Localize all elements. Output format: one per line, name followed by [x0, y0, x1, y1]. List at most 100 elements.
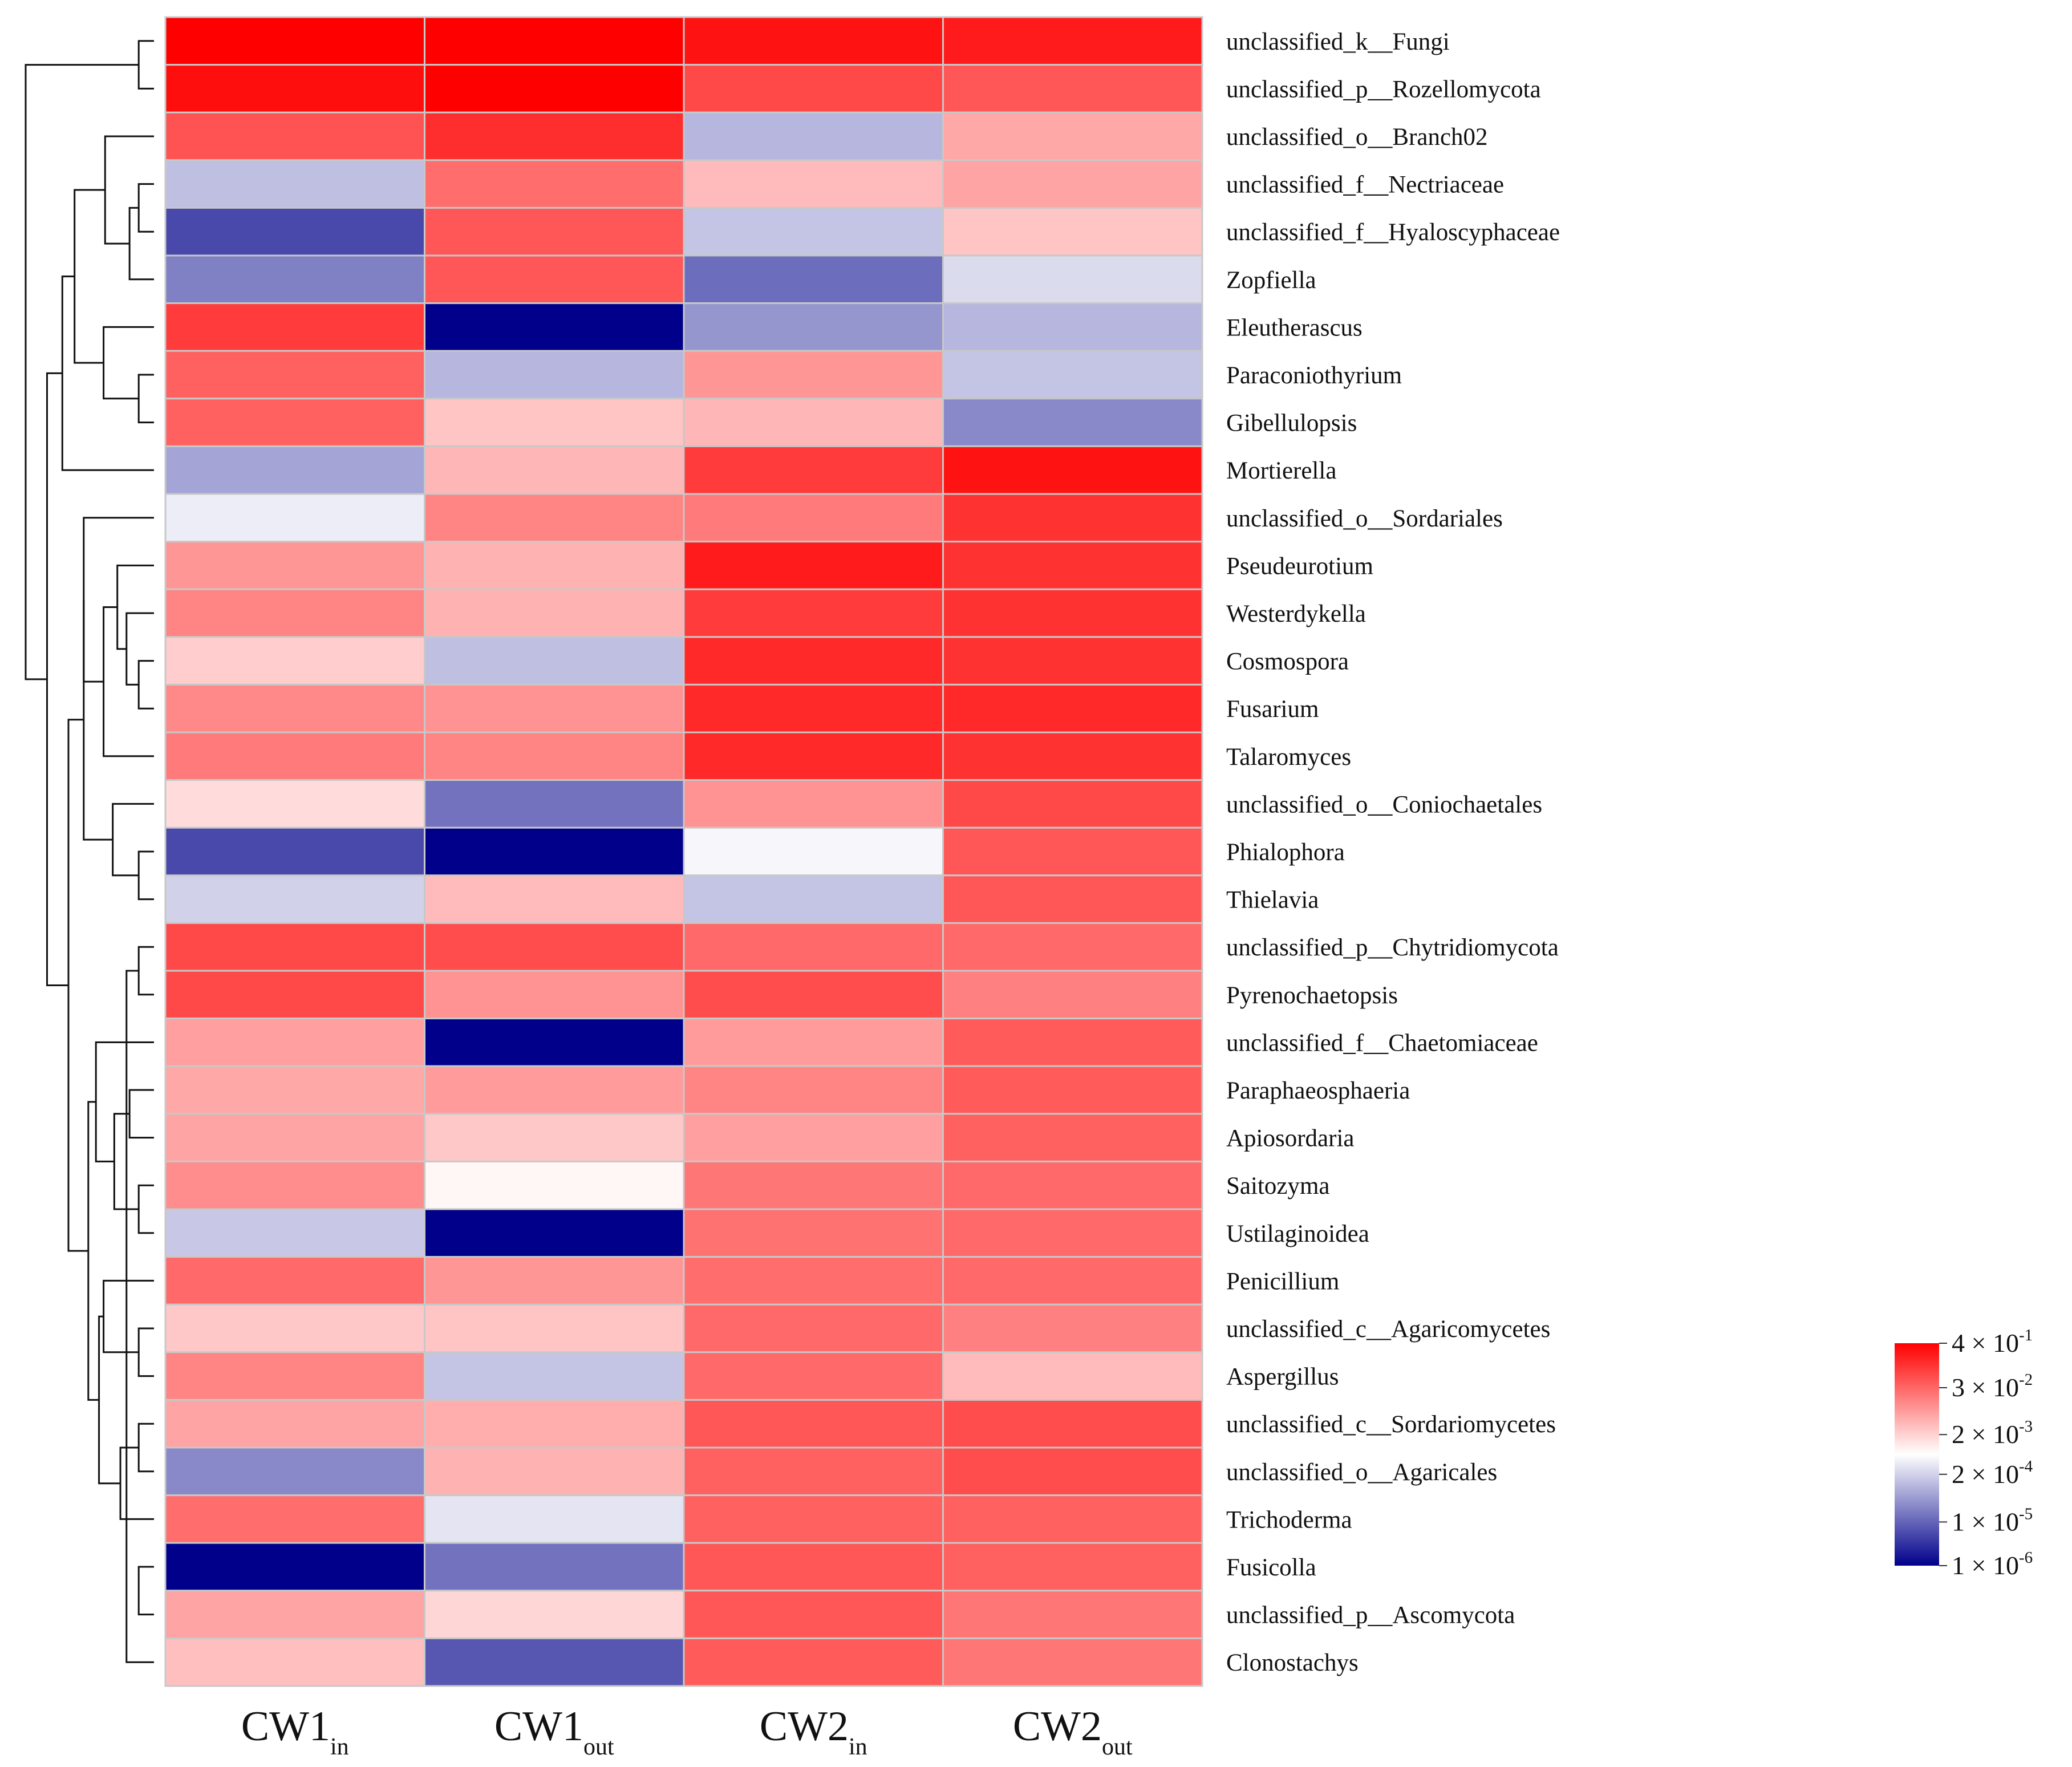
heatmap-cell	[424, 64, 685, 114]
dendrogram-link	[137, 1422, 154, 1473]
colorbar-tick-label: 2 × 10-4	[1952, 1457, 2033, 1489]
heatmap-cell	[424, 1446, 685, 1497]
heatmap-cell	[424, 1208, 685, 1258]
row-label: Clonostachys	[1226, 1650, 1359, 1676]
heatmap-cells	[164, 16, 1203, 1687]
heatmap-cell	[164, 1542, 425, 1592]
row-label: Talaromyces	[1226, 744, 1351, 771]
dendrogram-link	[95, 1041, 154, 1162]
dendrogram-link	[137, 183, 154, 233]
column-label: CW2in	[760, 1703, 867, 1760]
dendrogram-link	[137, 374, 154, 424]
row-label: unclassified_c__Sordariomycetes	[1226, 1411, 1556, 1438]
heatmap-cell	[942, 779, 1203, 829]
dendrogram-link	[25, 64, 139, 680]
heatmap-cell	[683, 1637, 944, 1687]
column-label: CW1in	[241, 1703, 349, 1760]
dendrogram-link	[137, 1184, 154, 1234]
heatmap-cell	[164, 1446, 425, 1497]
row-label: Trichoderma	[1226, 1506, 1352, 1533]
heatmap-cell	[683, 1065, 944, 1115]
heatmap-cell	[164, 779, 425, 829]
heatmap-cell	[424, 683, 685, 733]
heatmap-cell	[942, 1113, 1203, 1162]
heatmap-cell	[683, 254, 944, 305]
heatmap-cell	[424, 731, 685, 781]
heatmap-cell	[683, 1542, 944, 1592]
colorbar-tick-label: 1 × 10-6	[1952, 1549, 2033, 1580]
heatmap-cell	[942, 636, 1203, 686]
heatmap-cell	[424, 636, 685, 686]
heatmap-cell	[942, 970, 1203, 1020]
heatmap-cell	[164, 254, 425, 305]
colorbar-tick-label: 1 × 10-5	[1952, 1505, 2033, 1536]
heatmap-cell	[164, 1590, 425, 1639]
heatmap-cell	[942, 1256, 1203, 1306]
row-label: Fusarium	[1226, 696, 1319, 723]
heatmap-cell	[683, 779, 944, 829]
colorbar-tick-label: 2 × 10-3	[1952, 1417, 2033, 1449]
dendrogram-link	[137, 946, 154, 996]
column-label: CW1out	[494, 1703, 614, 1760]
row-label: Penicillium	[1226, 1268, 1339, 1295]
dendrogram-link	[119, 1446, 154, 1520]
heatmap-cell	[164, 302, 425, 352]
heatmap-cell	[424, 1303, 685, 1353]
heatmap-cell	[683, 541, 944, 590]
column-labels: CW1in CW1out CW2in CW2out	[241, 1703, 1133, 1760]
dendrogram-link	[61, 275, 154, 471]
heatmap-cell	[942, 1542, 1203, 1592]
heatmap-cell	[164, 588, 425, 638]
heatmap-cell	[164, 159, 425, 209]
row-label: Cosmospora	[1226, 649, 1349, 675]
row-label: Pseudeurotium	[1226, 553, 1373, 579]
heatmap-cell	[942, 1208, 1203, 1258]
heatmap-cell	[942, 445, 1203, 495]
heatmap-cell	[683, 159, 944, 209]
heatmap-cell	[164, 970, 425, 1020]
row-label: unclassified_f__Nectriaceae	[1226, 172, 1504, 198]
heatmap-cell	[424, 779, 685, 829]
heatmap-cell	[424, 1160, 685, 1210]
heatmap-cell	[164, 1208, 425, 1258]
heatmap-cell	[424, 826, 685, 877]
row-label: unclassified_p__Chytridiomycota	[1226, 934, 1559, 961]
heatmap-cell	[942, 302, 1203, 352]
heatmap-cell	[942, 1399, 1203, 1449]
heatmap-cell	[424, 1590, 685, 1639]
heatmap-cell	[164, 445, 425, 495]
heatmap-cell	[164, 1018, 425, 1067]
heatmap-cell	[424, 1256, 685, 1306]
heatmap-cell	[164, 493, 425, 543]
heatmap-cell	[164, 826, 425, 877]
heatmap-cell	[942, 493, 1203, 543]
heatmap-cell	[942, 731, 1203, 781]
heatmap-cell	[942, 254, 1203, 305]
dendrogram-link	[98, 1315, 121, 1485]
heatmap-cell	[424, 1399, 685, 1449]
dendrogram-link	[137, 850, 154, 901]
heatmap-cell	[683, 922, 944, 972]
row-label: unclassified_p__Rozellomycota	[1226, 76, 1541, 103]
dendrogram-link	[67, 719, 88, 1252]
heatmap-cell	[424, 922, 685, 972]
heatmap-cell	[683, 1160, 944, 1210]
heatmap-cell	[683, 302, 944, 352]
dendrogram-link	[137, 1566, 154, 1616]
heatmap-cell	[164, 541, 425, 590]
heatmap-cell	[683, 636, 944, 686]
row-label: Apiosordaria	[1226, 1125, 1355, 1152]
heatmap-cell	[942, 398, 1203, 447]
heatmap-cell	[164, 1399, 425, 1449]
heatmap-cell	[942, 350, 1203, 400]
heatmap-cell	[683, 588, 944, 638]
heatmap-cell	[424, 159, 685, 209]
heatmap-cell	[942, 16, 1203, 66]
heatmap-cell	[683, 1590, 944, 1639]
heatmap-cell	[942, 874, 1203, 924]
heatmap-cell	[942, 159, 1203, 209]
heatmap-cell	[164, 731, 425, 781]
heatmap-cell	[164, 64, 425, 114]
dendrogram-link	[137, 1327, 154, 1377]
